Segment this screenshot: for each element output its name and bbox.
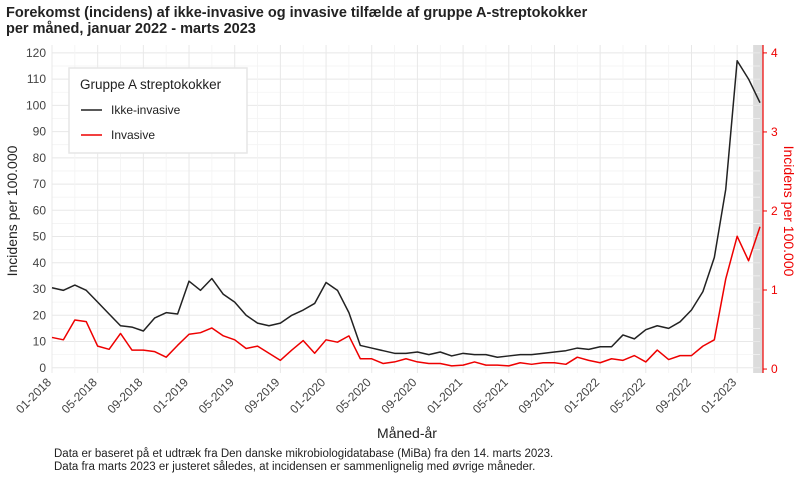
y-tick-label-left: 100 — [26, 98, 46, 112]
x-tick-label: 09-2021 — [516, 375, 557, 416]
footnote-line-2: Data fra marts 2023 er justeret således,… — [54, 461, 535, 473]
adjusted-period-shade — [753, 45, 764, 373]
y-tick-label-left: 10 — [33, 335, 47, 349]
chart-subtitle: per måned, januar 2022 - marts 2023 — [6, 21, 256, 37]
y-tick-label-left: 0 — [39, 361, 46, 375]
legend-label-ikke-invasive: Ikke-invasive — [111, 103, 181, 117]
x-tick-label: 09-2019 — [241, 375, 282, 416]
x-tick-label: 05-2021 — [470, 375, 511, 416]
y-tick-label-left: 50 — [33, 230, 47, 244]
y-tick-label-left: 30 — [33, 282, 47, 296]
y-tick-label-right: 0 — [771, 362, 778, 376]
y-tick-label-left: 120 — [26, 46, 46, 60]
x-tick-label: 01-2021 — [424, 375, 465, 416]
series-line-ikke-invasive — [51, 59, 761, 359]
x-tick-label: 01-2019 — [150, 375, 191, 416]
x-tick-label: 09-2022 — [653, 375, 694, 416]
x-tick-label: 09-2020 — [378, 375, 419, 416]
y-tick-label-left: 80 — [33, 151, 47, 165]
legend-title: Gruppe A streptokokker — [80, 77, 222, 92]
x-axis-label: Måned-år — [377, 425, 437, 441]
y-tick-label-right: 1 — [771, 283, 778, 297]
legend-label-invasive: Invasive — [111, 128, 155, 142]
y-tick-label-left: 20 — [33, 308, 47, 322]
y-tick-label-left: 110 — [27, 72, 46, 86]
x-tick-label: 01-2022 — [561, 375, 602, 416]
x-tick-label: 05-2018 — [59, 375, 100, 416]
y-axis-left-label: Incidens per 100.000 — [4, 145, 20, 276]
x-tick-label: 01-2020 — [287, 375, 328, 416]
y-tick-label-right: 3 — [771, 125, 778, 139]
y-tick-label-left: 60 — [33, 203, 47, 217]
y-tick-label-right: 2 — [771, 204, 778, 218]
y-tick-label-right: 4 — [771, 46, 778, 60]
x-tick-label: 09-2018 — [104, 375, 145, 416]
x-tick-label: 05-2019 — [196, 375, 237, 416]
x-tick-label: 01-2023 — [698, 375, 739, 416]
x-tick-label: 05-2022 — [607, 375, 648, 416]
y-tick-label-left: 90 — [33, 125, 47, 139]
y-tick-label-left: 70 — [33, 177, 47, 191]
x-tick-label: 01-2018 — [13, 375, 54, 416]
y-axis-right-label: Incidens per 100.000 — [781, 146, 797, 277]
series-line-invasive — [51, 226, 761, 367]
x-tick-label: 05-2020 — [333, 375, 374, 416]
legend: Gruppe A streptokokker Ikke-invasive Inv… — [68, 67, 248, 154]
chart-title: Forekomst (incidens) af ikke-invasive og… — [6, 5, 588, 21]
y-tick-label-left: 40 — [33, 256, 47, 270]
footnote-line-1: Data er baseret på et udtræk fra Den dan… — [54, 448, 553, 460]
